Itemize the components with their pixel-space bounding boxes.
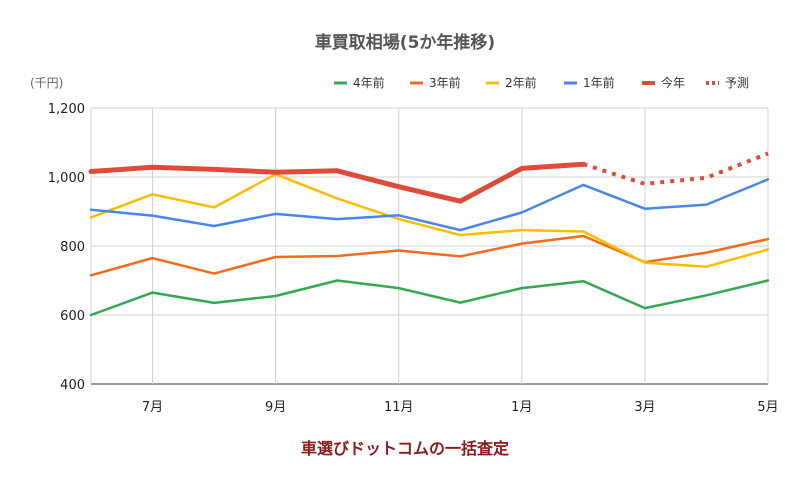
x-tick-label: 9月: [265, 400, 286, 415]
x-tick-label: 1月: [511, 400, 532, 415]
chart-title: 車買取相場(5か年推移): [315, 32, 495, 53]
series-line-4年前: [89, 279, 770, 317]
x-tick-label: 5月: [757, 400, 778, 415]
y-tick-label: 1,200: [48, 102, 85, 117]
legend: 4年前 3年前 2年前 1年前 今年 予測: [334, 75, 749, 90]
series-line-3年前: [89, 234, 770, 277]
legend-label: 今年: [661, 75, 685, 90]
legend-label: 1年前: [583, 75, 615, 90]
series-line-予測: [582, 151, 769, 186]
legend-label: 4年前: [353, 75, 385, 90]
series-line-1年前: [89, 178, 770, 232]
credit-text: 車選びドットコムの一括査定: [301, 439, 509, 458]
x-axis-ticks: 7月 9月 11月 1月 3月 5月: [142, 400, 779, 415]
x-tick-label: 7月: [142, 400, 163, 415]
y-tick-label: 800: [60, 240, 85, 255]
legend-label: 2年前: [505, 75, 537, 90]
legend-label: 予測: [725, 76, 749, 90]
legend-label: 3年前: [429, 75, 461, 90]
y-tick-label: 600: [60, 309, 85, 324]
y-tick-label: 400: [60, 378, 85, 393]
x-tick-label: 3月: [634, 400, 655, 415]
y-tick-label: 1,000: [48, 171, 85, 186]
gridlines: [90, 107, 769, 385]
series-line-2年前: [89, 172, 770, 268]
series-lines: [88, 151, 770, 317]
y-axis-ticks: 400 600 800 1,000 1,200: [48, 102, 85, 393]
x-tick-label: 11月: [384, 400, 414, 415]
y-axis-unit-label: (千円): [30, 76, 63, 90]
series-line-今年: [88, 161, 586, 204]
